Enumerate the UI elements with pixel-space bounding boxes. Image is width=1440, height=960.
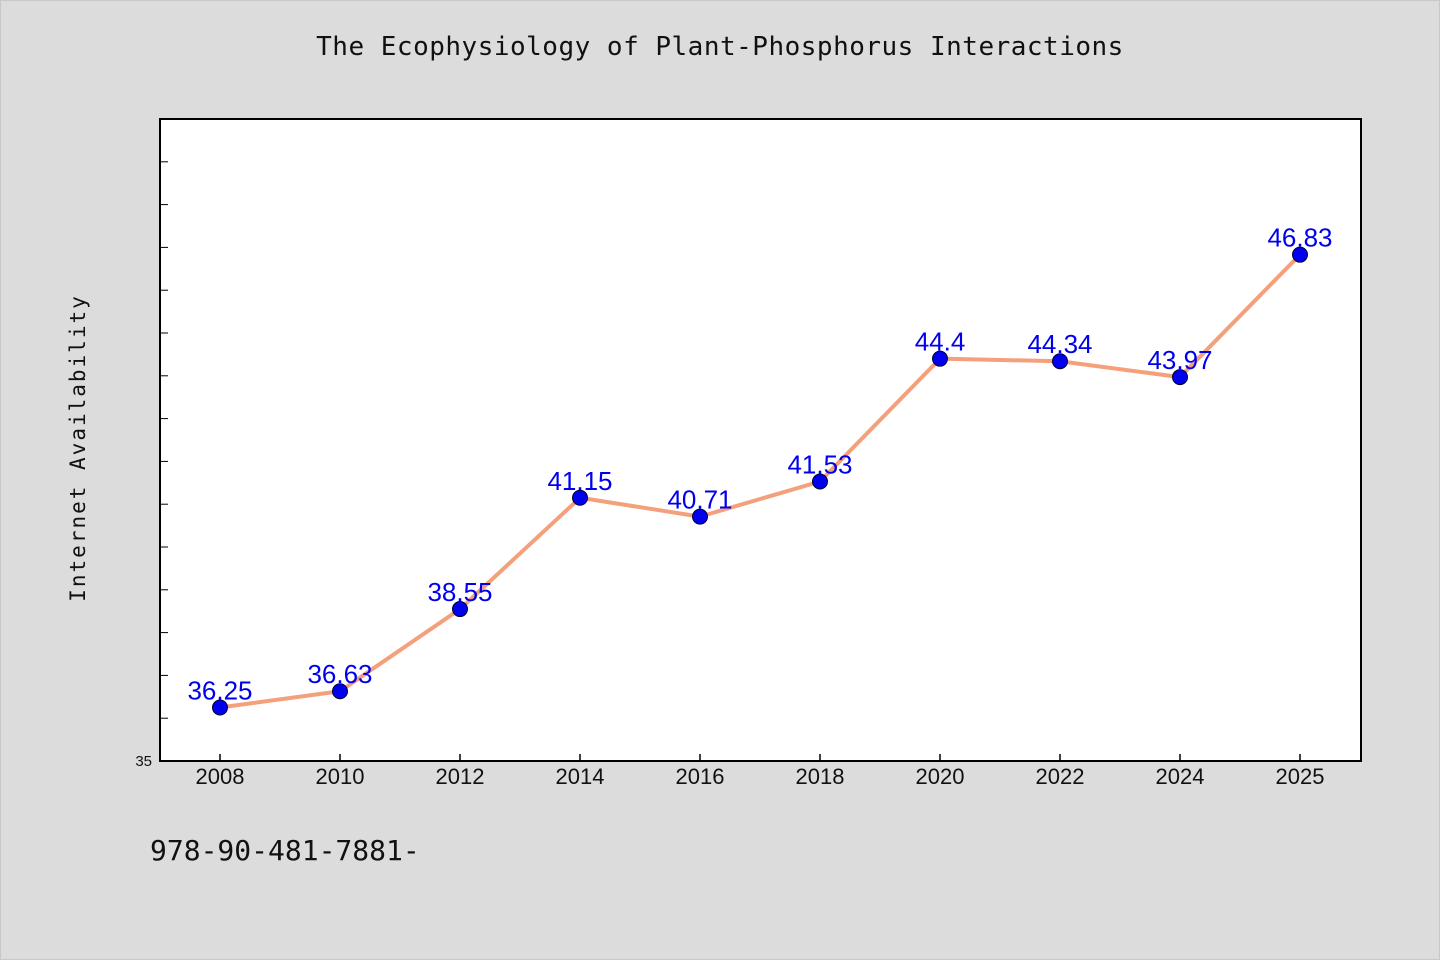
x-tick-label-2020: 2020 [916, 764, 965, 789]
data-point-2024 [1172, 369, 1188, 386]
data-label-2022: 44.34 [1027, 329, 1092, 359]
data-point-2022 [1052, 353, 1068, 370]
series-line [218, 252, 1302, 710]
x-tick-label-2018: 2018 [796, 764, 845, 789]
data-label-2016: 40.71 [667, 485, 732, 515]
data-label-2008: 36.25 [187, 676, 252, 706]
x-tick-label-2008: 2008 [196, 764, 245, 789]
data-point-2014 [572, 489, 588, 506]
x-tick-label-2012: 2012 [436, 764, 485, 789]
chart-title: The Ecophysiology of Plant-Phosphorus In… [316, 32, 1124, 62]
data-point-2020 [932, 350, 948, 367]
x-tick-label-2022: 2022 [1036, 764, 1085, 789]
footer-isbn: 978-90-481-7881- [150, 834, 420, 867]
data-point-2012 [452, 601, 468, 618]
data-point-2008 [212, 699, 228, 716]
data-point-2025 [1292, 246, 1308, 263]
data-label-2025: 46.83 [1267, 223, 1332, 253]
x-tick-label-2016: 2016 [676, 764, 725, 789]
y-axis-ticks: 35 [135, 161, 168, 770]
x-axis-ticks: 2008 2010 2012 2014 2016 2018 2020 2022 2024 2025 [196, 754, 1325, 789]
data-label-2020: 44.4 [915, 327, 966, 357]
x-tick-label-2010: 2010 [316, 764, 365, 789]
data-labels: 36.25 36.63 38.55 41.15 40.71 41.53 44.4 44.34 4… [187, 223, 1332, 706]
data-point-2018 [812, 473, 828, 490]
data-label-2024: 43.97 [1147, 345, 1212, 375]
x-tick-label-2014: 2014 [556, 764, 605, 789]
data-label-2018: 41.53 [787, 450, 852, 480]
data-label-2010: 36.63 [307, 659, 372, 689]
y-tick-label-35: 35 [135, 753, 152, 770]
data-points [212, 246, 1308, 716]
data-label-2012: 38.55 [427, 577, 492, 607]
data-label-2014: 41.15 [547, 466, 612, 496]
data-point-2010 [332, 683, 348, 700]
x-tick-label-2024: 2024 [1156, 764, 1205, 789]
data-point-2016 [692, 508, 708, 525]
x-tick-label-2025: 2025 [1276, 764, 1325, 789]
plot-area [159, 118, 1362, 762]
